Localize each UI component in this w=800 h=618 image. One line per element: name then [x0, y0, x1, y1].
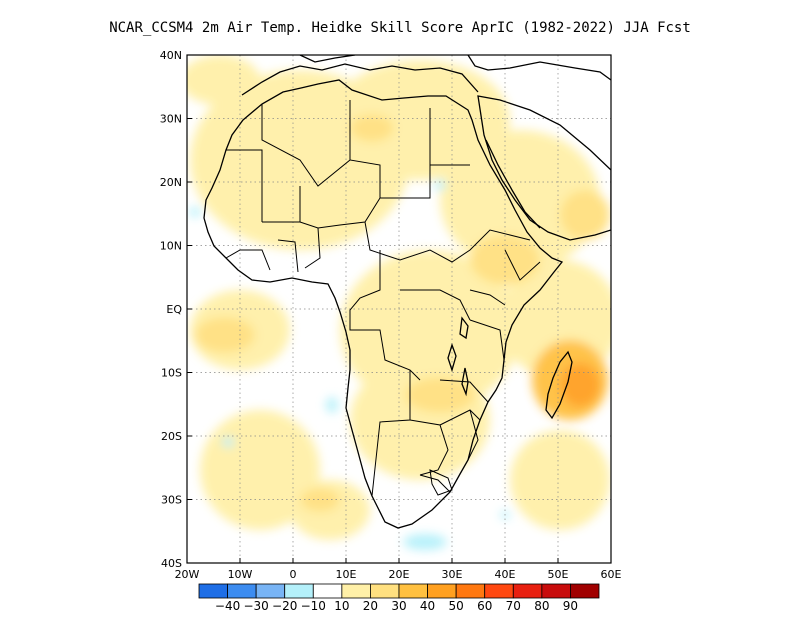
colorbar-label: 20 [363, 599, 378, 613]
lat-tick-label: 30S [161, 494, 182, 507]
colorbar: −40 −30 −20 −10 10 20 30 40 50 60 70 80 90 [198, 583, 600, 613]
map-title: NCAR_CCSM4 2m Air Temp. Heidke Skill Sco… [109, 20, 691, 36]
lon-tick-label: 20W [175, 568, 200, 581]
lon-tick-label: 10E [336, 568, 357, 581]
colorbar-label: 40 [420, 599, 435, 613]
lat-tick-label: 30N [160, 113, 182, 126]
map-grid [187, 55, 611, 563]
lat-tick-label: EQ [166, 303, 182, 316]
lat-tick-label: 40N [160, 49, 182, 62]
colorbar-swatch [455, 583, 486, 599]
latitude-axis: 40N 30N 20N 10N EQ 10S 20S 30S 40S [160, 49, 192, 570]
colorbar-label: 10 [334, 599, 349, 613]
colorbar-label: −10 [301, 599, 326, 613]
colorbar-swatch [570, 583, 600, 599]
colorbar-label: −30 [243, 599, 268, 613]
colorbar-swatch [484, 583, 514, 599]
colorbar-label: −20 [272, 599, 297, 613]
lon-tick-label: 40E [495, 568, 516, 581]
longitude-axis: 20W 10W 0 10E 20E 30E 40E 50E 60E [175, 558, 622, 581]
lon-tick-label: 10W [228, 568, 253, 581]
skill-shading [187, 55, 611, 563]
colorbar-swatch [398, 583, 428, 599]
lon-tick-label: 60E [601, 568, 622, 581]
lat-tick-label: 20N [160, 176, 182, 189]
lat-tick-label: 10N [160, 240, 182, 253]
lon-tick-label: 20E [389, 568, 410, 581]
colorbar-swatch [341, 583, 371, 599]
colorbar-label: 90 [563, 599, 578, 613]
colorbar-swatch [512, 583, 543, 599]
colorbar-swatch [227, 583, 257, 599]
lon-tick-label: 30E [442, 568, 463, 581]
colorbar-swatch [541, 583, 571, 599]
colorbar-swatch [370, 583, 400, 599]
colorbar-label: 80 [534, 599, 549, 613]
colorbar-label: 50 [449, 599, 464, 613]
colorbar-label: 70 [506, 599, 521, 613]
country-borders [225, 100, 541, 497]
colorbar-label: 30 [391, 599, 406, 613]
colorbar-label: 60 [477, 599, 492, 613]
lat-tick-label: 20S [161, 430, 182, 443]
lon-tick-label: 0 [290, 568, 297, 581]
colorbar-swatch [284, 583, 314, 599]
lat-tick-label: 10S [161, 367, 182, 380]
colorbar-swatch [198, 583, 228, 599]
colorbar-swatch [312, 583, 343, 599]
colorbar-swatch [255, 583, 286, 599]
lat-tick-label: 40S [161, 557, 182, 570]
lon-tick-label: 50E [548, 568, 569, 581]
coastlines [203, 55, 611, 529]
colorbar-swatch [427, 583, 457, 599]
colorbar-label: −40 [215, 599, 240, 613]
